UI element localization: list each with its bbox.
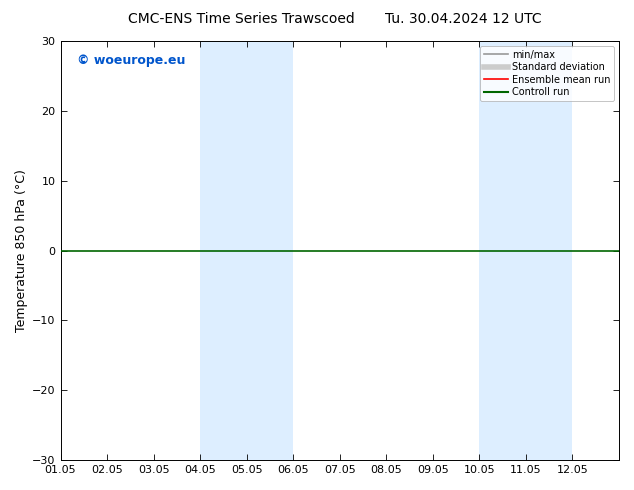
- Y-axis label: Temperature 850 hPa (°C): Temperature 850 hPa (°C): [15, 169, 28, 332]
- Legend: min/max, Standard deviation, Ensemble mean run, Controll run: min/max, Standard deviation, Ensemble me…: [480, 46, 614, 101]
- Text: © woeurope.eu: © woeurope.eu: [77, 53, 186, 67]
- Bar: [479, 41, 526, 460]
- Bar: [526, 41, 573, 460]
- Bar: [200, 41, 247, 460]
- Bar: [247, 41, 293, 460]
- Text: Tu. 30.04.2024 12 UTC: Tu. 30.04.2024 12 UTC: [384, 12, 541, 26]
- Text: CMC-ENS Time Series Trawscoed: CMC-ENS Time Series Trawscoed: [127, 12, 354, 26]
